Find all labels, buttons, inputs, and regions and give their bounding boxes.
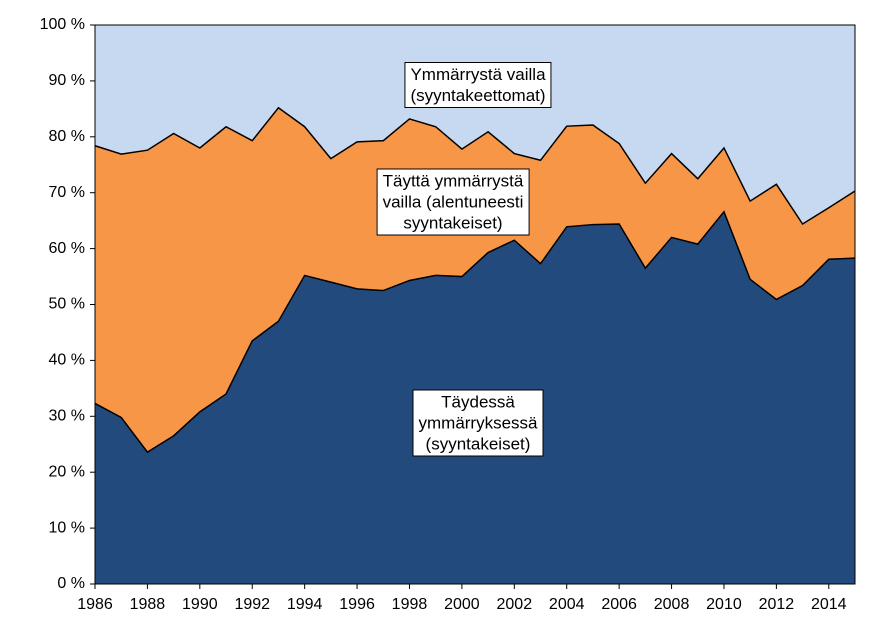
area-edge: [94, 210, 856, 454]
y-tick-label: 10 %: [49, 519, 85, 536]
area: [95, 25, 855, 225]
x-tick-label: 1990: [182, 596, 218, 613]
x-tick-label: 2012: [759, 596, 795, 613]
y-tick-label: 0 %: [57, 575, 85, 592]
series-label: Täydessä ymmärryksessä (syyntakeiset): [412, 389, 544, 457]
series-label: Ymmärrystä vailla (syyntakeettomat): [404, 62, 552, 108]
y-tick-label: 20 %: [49, 463, 85, 480]
x-tick-label: 1996: [339, 596, 375, 613]
y-tick-label: 70 %: [49, 184, 85, 201]
x-tick-label: 1988: [130, 596, 166, 613]
x-tick-label: 2008: [654, 596, 690, 613]
area-edge: [94, 106, 856, 226]
series-label: Täyttä ymmärrystä vailla (alentuneesti s…: [376, 168, 530, 236]
area: [95, 107, 855, 453]
y-tick-label: 80 %: [49, 128, 85, 145]
x-tick-label: 1986: [77, 596, 113, 613]
x-tick-label: 1998: [392, 596, 428, 613]
y-tick-label: 30 %: [49, 408, 85, 425]
y-tick-label: 50 %: [49, 296, 85, 313]
x-tick-label: 1994: [287, 596, 323, 613]
x-tick-label: 2006: [601, 596, 637, 613]
y-tick-label: 60 %: [49, 240, 85, 257]
y-tick-label: 90 %: [49, 72, 85, 89]
x-tick-label: 2014: [811, 596, 847, 613]
x-tick-label: 2010: [706, 596, 742, 613]
x-tick-label: 2002: [497, 596, 533, 613]
x-tick-label: 2004: [549, 596, 585, 613]
x-tick-label: 2000: [444, 596, 480, 613]
y-tick-label: 40 %: [49, 352, 85, 369]
y-tick-label: 100 %: [40, 16, 85, 33]
x-tick-label: 1992: [234, 596, 270, 613]
